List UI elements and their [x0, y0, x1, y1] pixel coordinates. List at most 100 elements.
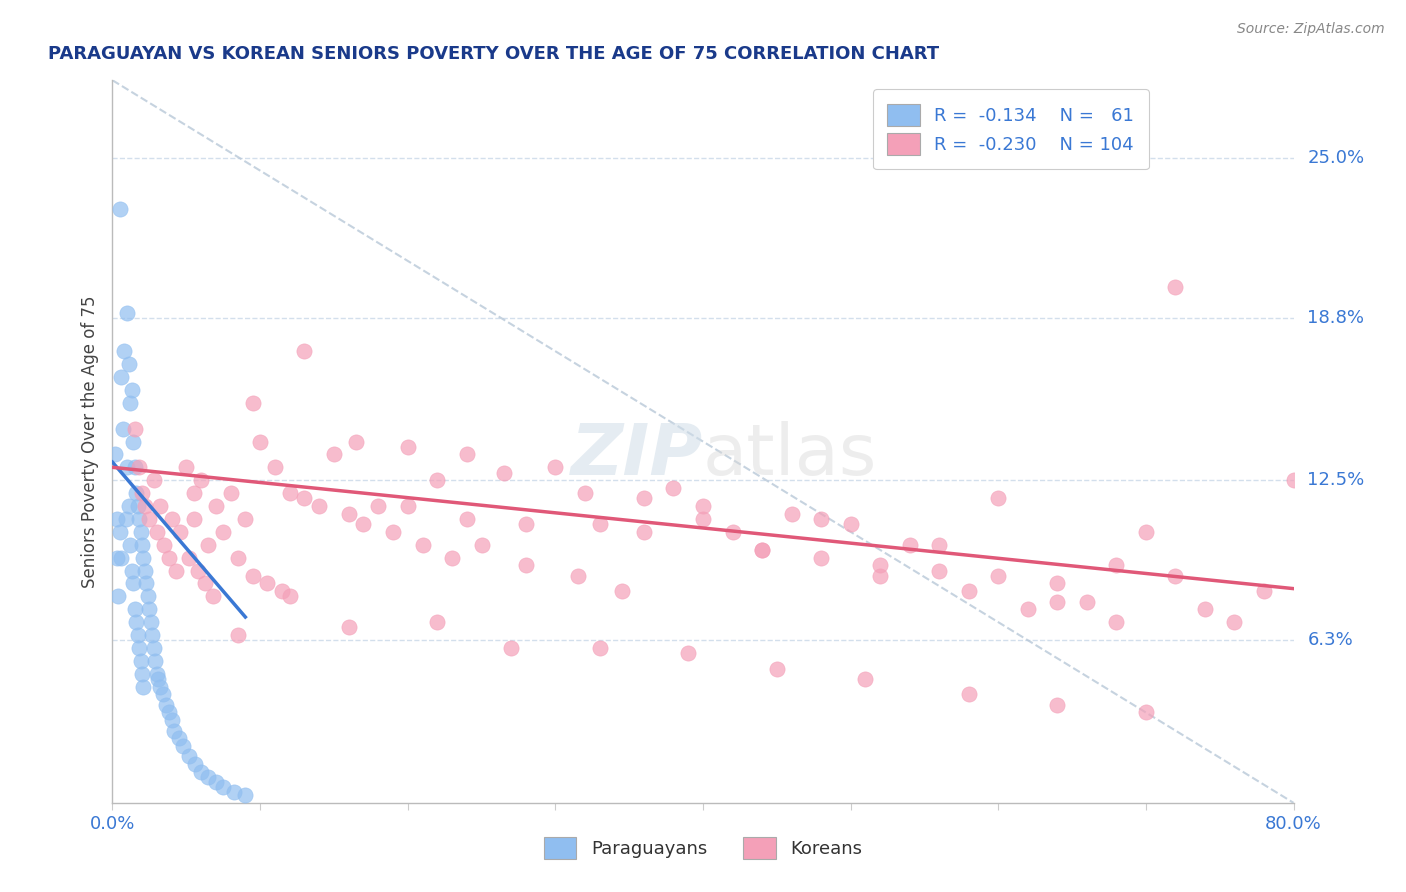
- Point: [197, 770, 219, 784]
- Point: [470, 538, 494, 552]
- Point: [134, 499, 156, 513]
- Point: [411, 538, 433, 552]
- Point: [118, 499, 141, 513]
- Point: [1105, 615, 1128, 630]
- Point: [855, 672, 877, 686]
- Point: [1223, 615, 1246, 630]
- Point: [567, 568, 589, 582]
- Point: [128, 512, 150, 526]
- Point: [1253, 584, 1275, 599]
- Point: [128, 640, 150, 655]
- Point: [426, 473, 449, 487]
- Point: [128, 460, 150, 475]
- Point: [839, 517, 862, 532]
- Point: [107, 590, 129, 604]
- Point: [118, 357, 141, 371]
- Point: [148, 672, 170, 686]
- Point: [780, 507, 803, 521]
- Point: [1076, 594, 1098, 608]
- Point: [678, 646, 700, 660]
- Point: [928, 538, 950, 552]
- Point: [172, 739, 194, 753]
- Point: [135, 576, 157, 591]
- Point: [117, 305, 138, 319]
- Point: [222, 785, 245, 799]
- Point: [766, 662, 789, 676]
- Point: [205, 499, 228, 513]
- Point: [149, 680, 172, 694]
- Point: [1164, 568, 1187, 582]
- Point: [633, 524, 655, 539]
- Point: [179, 749, 201, 764]
- Point: [157, 550, 180, 565]
- Point: [308, 499, 330, 513]
- Text: 12.5%: 12.5%: [1308, 471, 1365, 489]
- Point: [143, 654, 166, 668]
- Point: [190, 473, 212, 487]
- Point: [114, 512, 136, 526]
- Point: [588, 640, 610, 655]
- Point: [588, 517, 610, 532]
- Point: [692, 512, 714, 526]
- Point: [323, 447, 346, 461]
- Point: [426, 615, 449, 630]
- Point: [692, 499, 714, 513]
- Point: [141, 628, 163, 642]
- Point: [104, 447, 127, 461]
- Point: [157, 706, 180, 720]
- Point: [125, 615, 148, 630]
- Point: [810, 550, 832, 565]
- Point: [108, 202, 131, 217]
- Point: [278, 590, 301, 604]
- Point: [928, 564, 950, 578]
- Point: [271, 584, 294, 599]
- Point: [122, 434, 145, 449]
- Point: [751, 542, 773, 557]
- Point: [1282, 473, 1305, 487]
- Point: [456, 447, 478, 461]
- Point: [456, 512, 478, 526]
- Point: [292, 491, 315, 506]
- Point: [201, 590, 224, 604]
- Point: [174, 460, 197, 475]
- Point: [153, 538, 176, 552]
- Text: PARAGUAYAN VS KOREAN SENIORS POVERTY OVER THE AGE OF 75 CORRELATION CHART: PARAGUAYAN VS KOREAN SENIORS POVERTY OVE…: [48, 45, 939, 63]
- Point: [1046, 594, 1069, 608]
- Point: [124, 602, 146, 616]
- Point: [165, 564, 187, 578]
- Point: [219, 486, 242, 500]
- Point: [183, 512, 205, 526]
- Point: [124, 460, 146, 475]
- Point: [131, 486, 153, 500]
- Point: [278, 486, 301, 500]
- Point: [810, 512, 832, 526]
- Point: [226, 628, 249, 642]
- Point: [205, 775, 228, 789]
- Point: [957, 584, 980, 599]
- Point: [898, 538, 921, 552]
- Point: [121, 564, 143, 578]
- Point: [160, 713, 183, 727]
- Point: [1194, 602, 1216, 616]
- Point: [142, 640, 165, 655]
- Point: [127, 628, 149, 642]
- Point: [146, 524, 169, 539]
- Point: [1135, 524, 1157, 539]
- Point: [721, 524, 744, 539]
- Point: [501, 640, 523, 655]
- Point: [492, 466, 515, 480]
- Point: [120, 396, 142, 410]
- Point: [163, 723, 186, 738]
- Point: [121, 383, 143, 397]
- Point: [131, 666, 153, 681]
- Point: [242, 396, 264, 410]
- Point: [194, 576, 217, 591]
- Point: [149, 499, 172, 513]
- Point: [197, 538, 219, 552]
- Point: [146, 666, 169, 681]
- Point: [124, 422, 146, 436]
- Point: [167, 731, 190, 746]
- Point: [1164, 279, 1187, 293]
- Y-axis label: Seniors Poverty Over the Age of 75: Seniors Poverty Over the Age of 75: [80, 295, 98, 588]
- Point: [256, 576, 278, 591]
